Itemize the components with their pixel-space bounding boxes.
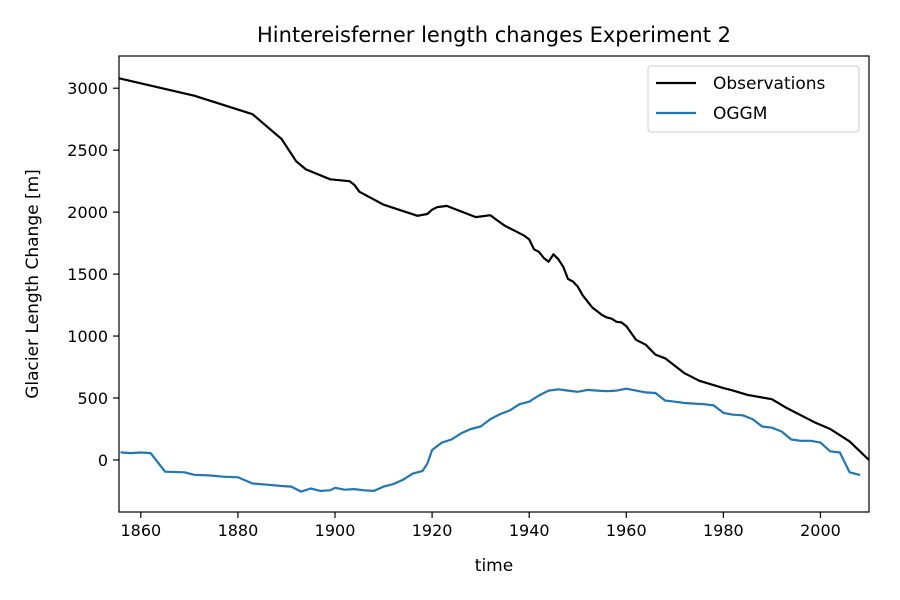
series-line-oggm <box>120 387 861 493</box>
x-tick-label: 1920 <box>412 521 453 540</box>
x-tick-label: 1940 <box>509 521 550 540</box>
series-line-observations <box>119 77 869 462</box>
plot-area <box>119 77 869 493</box>
y-tick-label: 1500 <box>67 265 108 284</box>
x-tick-label: 1860 <box>120 521 161 540</box>
y-tick-label: 0 <box>98 451 108 470</box>
legend-box <box>647 65 860 133</box>
chart-title: Hintereisferner length changes Experimen… <box>257 23 731 47</box>
y-tick-label: 2000 <box>67 203 108 222</box>
y-tick-label: 3000 <box>67 79 108 98</box>
legend: Observations OGGM <box>647 65 860 133</box>
x-axis-label: time <box>475 556 513 576</box>
legend-label-observations: Observations <box>713 74 826 94</box>
x-tick-label: 2000 <box>800 521 841 540</box>
x-tick-label: 1980 <box>703 521 744 540</box>
legend-label-oggm: OGGM <box>713 104 767 124</box>
axes: 1860 1880 1900 1920 1940 1960 1980 2000 0 500 1000… <box>67 55 870 540</box>
y-tick-label: 2500 <box>67 141 108 160</box>
x-tick-label: 1960 <box>606 521 647 540</box>
x-tick-label: 1900 <box>315 521 356 540</box>
y-tick-label: 1000 <box>67 327 108 346</box>
y-axis-label: Glacier Length Change [m] <box>23 169 43 399</box>
axes-frame <box>118 55 870 513</box>
x-tick-label: 1880 <box>218 521 259 540</box>
y-tick-label: 500 <box>77 389 108 408</box>
